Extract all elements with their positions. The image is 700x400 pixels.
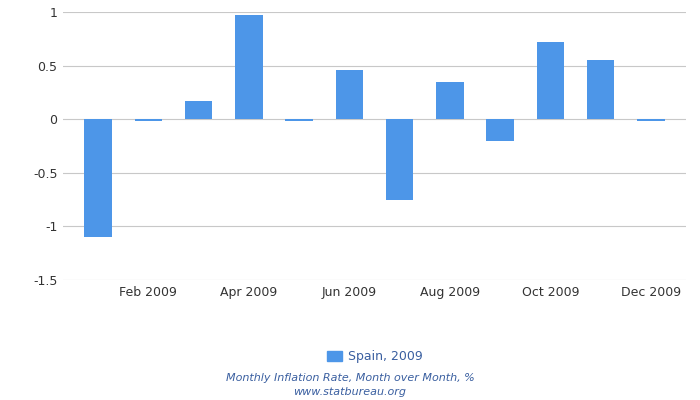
Bar: [536, 42, 564, 119]
Bar: [386, 119, 414, 200]
Bar: [335, 70, 363, 119]
Bar: [85, 119, 112, 237]
Bar: [235, 15, 262, 119]
Bar: [134, 119, 162, 121]
Text: www.statbureau.org: www.statbureau.org: [293, 387, 407, 397]
Legend: Spain, 2009: Spain, 2009: [321, 345, 428, 368]
Bar: [185, 101, 213, 119]
Bar: [637, 119, 664, 121]
Bar: [486, 119, 514, 141]
Bar: [436, 82, 463, 119]
Text: Monthly Inflation Rate, Month over Month, %: Monthly Inflation Rate, Month over Month…: [225, 373, 475, 383]
Bar: [286, 119, 313, 121]
Bar: [587, 60, 615, 119]
